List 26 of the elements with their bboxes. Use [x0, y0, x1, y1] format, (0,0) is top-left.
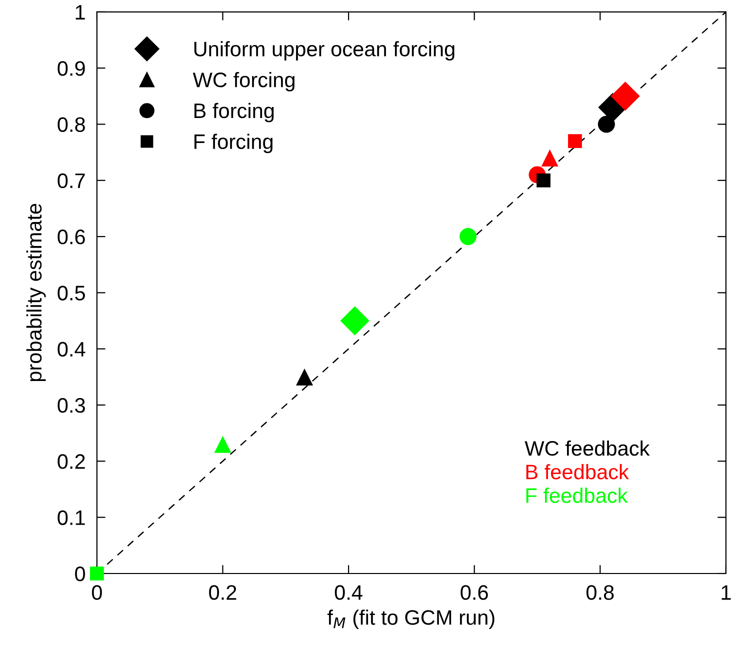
annotation: B feedback — [526, 464, 629, 480]
y-tick-label: 0.4 — [58, 342, 86, 357]
y-tick-label: 0.9 — [58, 61, 85, 76]
legend-label: B forcing — [194, 102, 274, 122]
annotation: WC feedback — [524, 440, 650, 456]
y-tick-label: 0.5 — [58, 286, 85, 300]
y-tick-label: 0.2 — [58, 454, 85, 469]
x-tick-label: 0 — [92, 585, 102, 600]
x-tick-label: 0.2 — [209, 585, 236, 600]
y-axis-title: probability estimate — [26, 204, 46, 382]
x-tick-label: 0.4 — [334, 585, 362, 600]
x-tick-label: 0.6 — [460, 585, 488, 600]
y-tick-label: 0.3 — [58, 398, 85, 413]
x-tick-label: 1 — [722, 585, 731, 600]
x-tick-label: 0.8 — [586, 585, 614, 600]
x-axis-title: f$_{M}$ (fit to GCM run) — [327, 610, 494, 629]
legend-label: Uniform upper ocean forcing — [194, 41, 454, 61]
y-tick-label: 0 — [75, 566, 86, 582]
y-tick-label: 1 — [76, 5, 85, 20]
y-tick-label: 0.1 — [58, 510, 85, 526]
y-tick-label: 0.8 — [58, 117, 85, 132]
y-tick-label: 0.7 — [58, 173, 85, 188]
legend-label: WC forcing — [192, 72, 294, 92]
annotation: F feedback — [526, 488, 628, 503]
y-tick-label: 0.6 — [58, 230, 85, 244]
legend-label: F forcing — [194, 134, 272, 154]
